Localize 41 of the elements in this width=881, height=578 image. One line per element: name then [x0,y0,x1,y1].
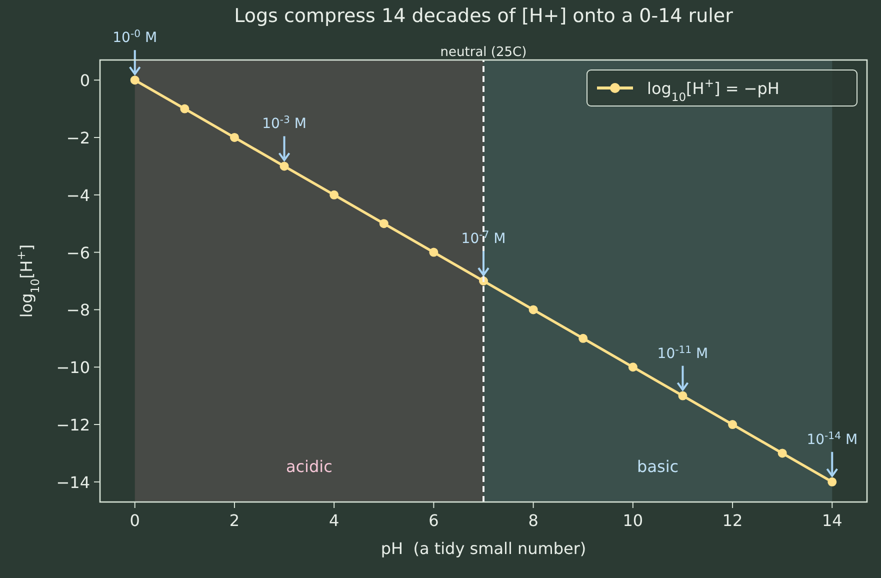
chart-title: Logs compress 14 decades of [H+] onto a 0-14 ruler [234,5,734,27]
annotation: 10$^{-3}$ M [262,114,306,132]
x-tick-label: 2 [229,511,240,530]
legend-label: log$_{10}$[H$^{+}$] = −pH [647,76,780,104]
x-tick-label: 10 [622,511,644,530]
point [230,132,239,142]
point [528,305,538,314]
x-axis-title: pH (a tidy small number) [380,539,586,558]
y-tick-label: 0 [80,71,90,90]
band-label: acidic [286,457,332,476]
y-tick-label: −14 [56,472,90,492]
y-tick-label: −10 [56,358,90,378]
x-tick-label: 0 [130,511,140,530]
point [678,391,688,400]
point [330,190,339,200]
x-tick-label: 12 [722,511,743,530]
y-tick-label: −12 [56,416,90,435]
point [778,448,787,458]
point [828,477,837,486]
annotation: 10$^{-11}$ M [657,344,708,362]
point [628,362,638,372]
x-tick-label: 8 [528,511,538,530]
point [429,248,438,257]
point [130,76,140,85]
y-tick-label: −2 [66,128,90,148]
point [180,104,190,114]
band-label: basic [637,457,679,476]
y-tick-label: −4 [66,186,90,205]
annotation: 10$^{-7}$ M [461,230,506,247]
ref-line-label: neutral (25C) [440,45,527,60]
y-tick-label: −6 [66,243,90,262]
y-tick-label: −8 [66,300,90,320]
point [728,420,738,430]
annotation: 10$^{-0}$ M [112,28,158,46]
point [578,334,588,343]
x-tick-label: 6 [428,511,439,530]
point [280,162,289,171]
x-tick-label: 14 [822,511,842,530]
annotation: 10$^{-14}$ M [806,430,858,448]
x-tick-label: 4 [328,511,340,530]
point [379,219,388,228]
